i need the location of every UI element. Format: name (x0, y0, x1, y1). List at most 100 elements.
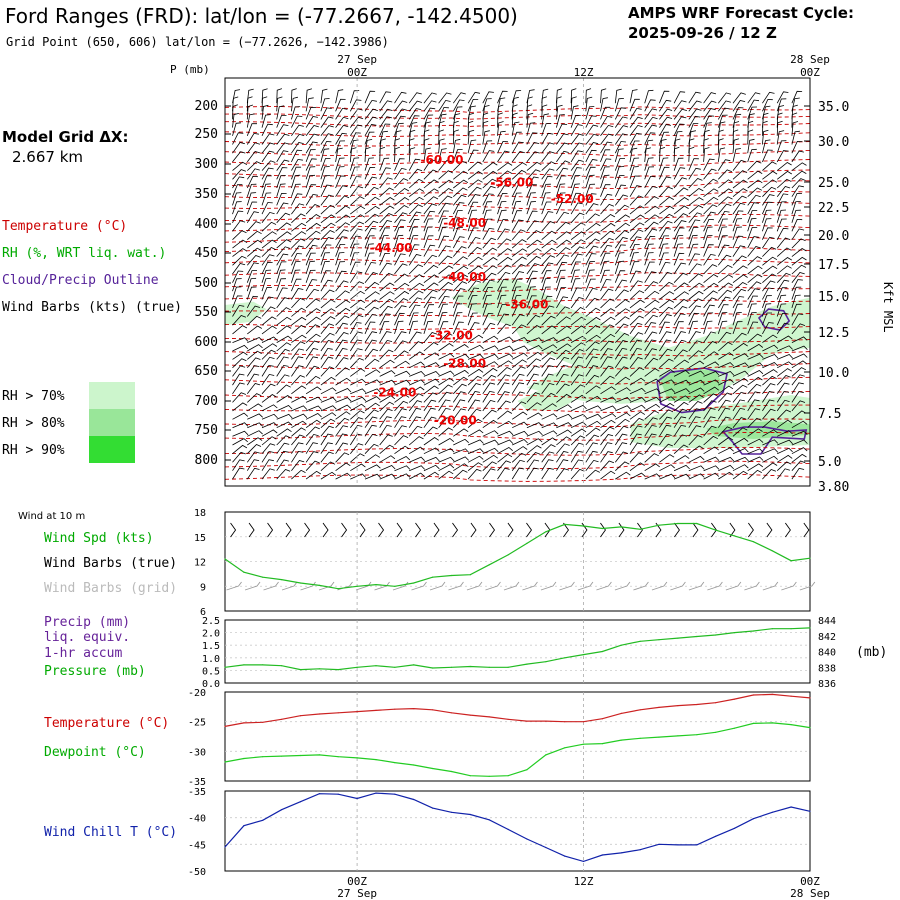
profile-barb-1266 (497, 367, 512, 377)
profile-barb-1097 (305, 333, 321, 343)
profile-barb-1244 (747, 362, 764, 369)
profile-barb-220 (600, 133, 614, 145)
profile-barb-420 (673, 177, 688, 189)
profile-barb-185 (659, 124, 671, 137)
profile-barb-735 (717, 244, 730, 257)
profile-barb-444 (453, 187, 468, 197)
profile-barb-973 (776, 294, 787, 309)
profile-barb-1364 (791, 382, 804, 395)
height-tick-4: 20.0 (818, 229, 849, 244)
profile-barb-1404 (232, 402, 248, 412)
profile-barb-521 (438, 202, 451, 215)
profile-barb-660 (762, 227, 773, 240)
profile-barb-602 (482, 218, 493, 232)
profile-barb-1630 (688, 445, 704, 455)
wind-barb-grid-29 (762, 581, 779, 591)
profile-barb-1637 (791, 447, 808, 455)
profile-barb-796 (467, 265, 483, 275)
profile-barb-1588 (644, 433, 657, 446)
profile-barb-771 (673, 252, 685, 266)
profile-barb-181 (600, 124, 614, 137)
temperature-point-11 (432, 709, 434, 711)
profile-barb-1541 (526, 430, 543, 437)
profile-barb-1723 (335, 472, 352, 480)
profile-barb-1627 (644, 443, 658, 454)
profile-barb-967 (688, 298, 703, 309)
profile-barb-419 (659, 176, 672, 189)
wind-barb-true-11 (433, 522, 440, 538)
profile-barb-558 (408, 211, 422, 224)
pressure-point-16 (526, 663, 528, 665)
profile-barb-1039 (600, 316, 616, 326)
profile-barb-1319 (703, 379, 720, 386)
temperature-point-31 (809, 697, 811, 699)
profile-barb-1419 (452, 399, 466, 412)
wind-chill-point-1 (243, 825, 245, 827)
profile-barb-537 (673, 205, 689, 215)
profile-barb-380 (659, 166, 670, 180)
isotherm-label-0: -60.00 (421, 153, 464, 167)
profile-barb-811 (688, 263, 702, 275)
profile-barb-1604 (305, 442, 318, 454)
dewpoint-point-16 (526, 769, 528, 771)
profile-barb-10 (379, 91, 391, 104)
profile-barb-305 (703, 147, 710, 162)
profile-barb-1112 (526, 337, 543, 343)
profile-barb-623 (791, 218, 803, 232)
wind-chill-point-19 (582, 860, 585, 863)
profile-barb-568 (556, 211, 570, 224)
profile-barb-1736 (526, 467, 539, 480)
profile-barb-411 (541, 175, 553, 189)
profile-barb-1195 (600, 348, 613, 360)
profile-barb-935 (791, 286, 802, 300)
profile-barb-510 (276, 202, 289, 215)
profile-barb-177 (541, 123, 552, 136)
profile-barb-1401 (762, 391, 775, 403)
profile-barb-1679 (261, 459, 274, 471)
profile-barb-234 (232, 142, 245, 154)
profile-barb-1615 (467, 448, 484, 455)
profile-barb-478 (379, 197, 395, 206)
profile-barb-536 (659, 205, 675, 215)
profile-barb-515 (350, 205, 366, 215)
profile-barb-1555 (732, 427, 748, 437)
profile-barb-390 (232, 176, 245, 189)
profile-barb-1702 (600, 460, 615, 471)
wind-barb-grid-7 (355, 581, 372, 591)
profile-barb-518 (394, 205, 409, 215)
profile-barb-175 (511, 121, 520, 136)
profile-barb-1305 (497, 374, 511, 386)
profile-barb-1174 (291, 348, 304, 360)
profile-barb-211 (467, 129, 475, 145)
wind-chill-label: Wind Chill T (°C) (44, 825, 177, 840)
wind-barb-grid-20 (596, 581, 612, 591)
profile-barb-324 (408, 158, 421, 171)
profile-barb-1320 (718, 378, 734, 386)
profile-barb-1666 (644, 453, 659, 463)
profile-barb-1027 (423, 312, 433, 326)
profile-barb-737 (747, 246, 761, 257)
profile-barb-212 (482, 130, 490, 145)
pressure-tick-750: 750 (195, 423, 218, 438)
profile-barb-873 (453, 281, 468, 292)
profile-barb-51 (408, 100, 423, 112)
wind-barb-true-24 (674, 522, 680, 538)
profile-barb-121 (291, 115, 303, 128)
profile-barb-931 (732, 288, 747, 300)
profile-barb-304 (688, 146, 695, 162)
wind-panel-label: Wind at 10 m (18, 511, 85, 522)
dewpoint-label: Dewpoint (°C) (44, 745, 146, 760)
dewpoint-point-15 (507, 775, 509, 777)
profile-barb-25 (600, 88, 607, 104)
profile-barb-981 (320, 308, 336, 317)
profile-barb-1109 (482, 335, 499, 343)
profile-barb-1693 (467, 462, 483, 472)
profile-barb-66 (629, 98, 640, 112)
profile-barb-732 (673, 243, 684, 257)
wind-chill-point-31 (809, 810, 811, 812)
temperature-point-28 (752, 694, 755, 696)
profile-barb-1524 (276, 428, 292, 437)
profile-barb-224 (659, 131, 669, 145)
pressure-point-1 (243, 664, 245, 666)
